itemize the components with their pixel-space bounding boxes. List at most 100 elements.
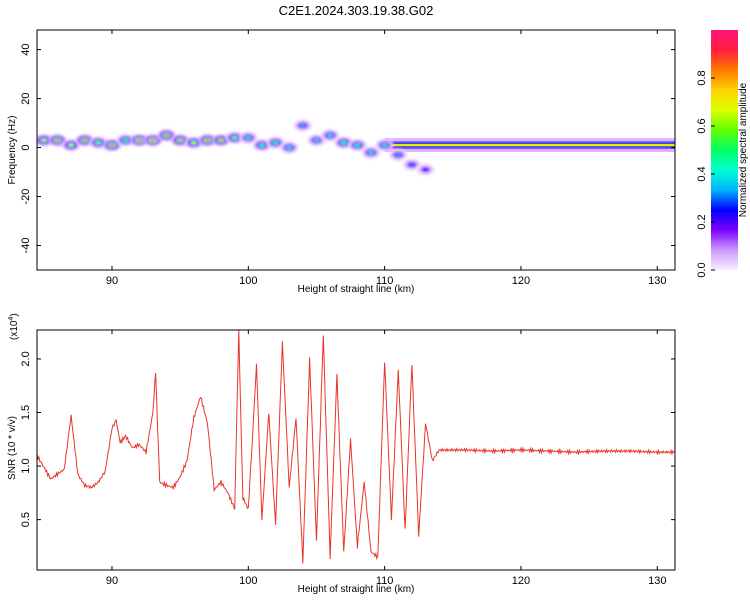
spectrogram-ridge-point	[116, 134, 135, 147]
spectrogram-ridge-layer	[150, 139, 156, 142]
spectrogram-ridge-layer	[95, 141, 101, 144]
colorbar-ticks: 0.0 0.2 0.4 0.6 0.8	[696, 70, 715, 278]
spectrogram-ridge-point	[375, 139, 394, 152]
spectrogram-ridge-point	[280, 141, 299, 154]
spectrogram-ridge-layer	[368, 151, 374, 154]
spectrogram-ridge-point	[348, 139, 367, 152]
spectrogram-band-layer	[384, 143, 675, 147]
spectrogram-ridge-layer	[354, 143, 360, 147]
spectrogram-ridge-layer	[177, 139, 183, 142]
colorbar-tick-label: 0.2	[696, 214, 708, 229]
spectrogram-ridge-point	[48, 134, 67, 147]
spectrogram-ridge-layer	[286, 146, 292, 149]
x-tick-label: 120	[512, 575, 530, 587]
y-tick-label: 20	[20, 92, 32, 104]
colorbar: 0.0 0.2 0.4 0.6 0.8 Normalized spectral ampl…	[696, 30, 749, 278]
y-tick-label: 40	[20, 43, 32, 55]
svg-text:(x104): (x104)	[8, 313, 20, 340]
snr-panel: 90 100 110 120 130 0.5 1.0 1.5 2.0 Height of st…	[7, 313, 676, 595]
spectrogram-ridge-layer	[123, 139, 129, 142]
snr-x-ticks: 90 100 110 120 130	[106, 330, 666, 587]
snr-scale-annotation: (x104)	[8, 313, 20, 340]
snr-series-line	[37, 330, 675, 564]
y-tick-label: 0	[20, 144, 32, 150]
x-tick-label: 130	[648, 575, 666, 587]
spectrogram-x-ticks: 90 100 110 120 130	[106, 30, 666, 287]
spectrogram-ridge-layer	[218, 139, 224, 142]
spectrogram-ridge-point	[307, 134, 326, 147]
snr-scale-prefix: (x10	[9, 320, 20, 340]
spectrogram-ridge-layer	[82, 139, 88, 142]
spectrogram-ridge-layer	[232, 136, 238, 139]
colorbar-tick-label: 0.6	[696, 118, 708, 133]
spectrogram-ridge-layer	[409, 163, 415, 166]
spectrogram-ridge-point	[402, 158, 421, 171]
x-tick-label: 100	[239, 575, 257, 587]
spectrogram-ridge-point	[89, 136, 108, 149]
spectrogram-ridge-layer	[109, 143, 115, 147]
colorbar-tick-label: 0.4	[696, 166, 708, 181]
spectrogram-x-axis-label: Height of straight line (km)	[298, 284, 415, 295]
colorbar-tick-label: 0.8	[696, 70, 708, 85]
spectrogram-ridge-layer	[68, 143, 74, 147]
spectrogram-marks	[37, 119, 675, 176]
spectrogram-ridge-point	[62, 139, 81, 152]
spectrogram-ridge-point	[130, 134, 149, 147]
snr-scale-suffix: )	[9, 313, 20, 316]
spectrogram-ridge-layer	[259, 143, 265, 147]
spectrogram-ridge-point	[143, 134, 162, 147]
x-tick-label: 90	[106, 275, 118, 287]
x-tick-label: 120	[512, 275, 530, 287]
spectrogram-y-ticks: -40 -20 0 20 40	[20, 43, 675, 253]
spectrogram-frame	[36, 29, 676, 271]
spectrogram-ridge-layer	[136, 139, 142, 142]
spectrogram-ridge-point	[252, 139, 271, 152]
spectrogram-y-axis-label: Frequency (Hz)	[7, 116, 18, 185]
spectrogram-ridge-point	[389, 148, 408, 161]
spectrogram-ridge-point	[157, 129, 176, 142]
spectrogram-ridge-layer	[54, 139, 61, 142]
colorbar-gradient	[711, 30, 738, 270]
spectrogram-ridge-layer	[204, 139, 211, 142]
spectrogram-ridge-layer	[313, 139, 320, 142]
colorbar-label: Normalized spectral amplitude	[738, 82, 749, 217]
y-tick-label: 1.0	[20, 458, 32, 473]
spectrogram-ridge-layer	[41, 139, 47, 142]
snr-scale-exponent: 4	[8, 317, 15, 321]
y-tick-label: 1.5	[20, 405, 32, 420]
spectrogram-ridge-point	[102, 139, 121, 152]
spectrogram-ridge-layer	[191, 141, 197, 144]
snr-y-ticks: 0.5 1.0 1.5 2.0	[20, 351, 675, 527]
spectrogram-ridge-point	[361, 146, 380, 159]
x-tick-label: 100	[239, 275, 257, 287]
spectrogram-ridge-layer	[341, 141, 347, 144]
spectrogram-ridge-point	[198, 134, 217, 147]
spectrogram-ridge-layer	[422, 168, 429, 171]
spectrogram-ridge-layer	[382, 143, 388, 147]
snr-x-axis-label: Height of straight line (km)	[298, 584, 415, 595]
spectrogram-ridge-point	[184, 136, 203, 149]
spectrogram-ridge-layer	[245, 136, 251, 139]
snr-y-axis-label: SNR (10 * v/v)	[7, 416, 18, 480]
snr-frame	[36, 329, 676, 571]
snr-line-area	[37, 330, 675, 564]
y-tick-label: 0.5	[20, 512, 32, 527]
x-tick-label: 110	[376, 275, 394, 287]
x-tick-label: 90	[106, 575, 118, 587]
y-tick-label: 2.0	[20, 351, 32, 366]
spectrogram-ridge-layer	[163, 134, 170, 137]
figure-title: C2E1.2024.303.19.38.G02	[279, 3, 434, 18]
spectrogram-ridge-point	[239, 131, 258, 144]
x-tick-label: 110	[376, 575, 394, 587]
spectrogram-ridge-point	[37, 134, 53, 147]
spectrogram-panel: 90 100 110 120 130 -40 -20 0 20 40 Height of str…	[7, 29, 676, 295]
spectrogram-ridge-point	[75, 134, 94, 147]
spectrogram-ridge-layer	[395, 153, 401, 157]
y-tick-label: -40	[20, 238, 32, 254]
spectrogram-ridge-point	[266, 136, 285, 149]
spectrogram-ridge-point	[321, 129, 340, 142]
spectrogram-ridge-point	[212, 134, 231, 147]
y-tick-label: -20	[20, 189, 32, 205]
spectrogram-ridge-point	[225, 131, 244, 144]
